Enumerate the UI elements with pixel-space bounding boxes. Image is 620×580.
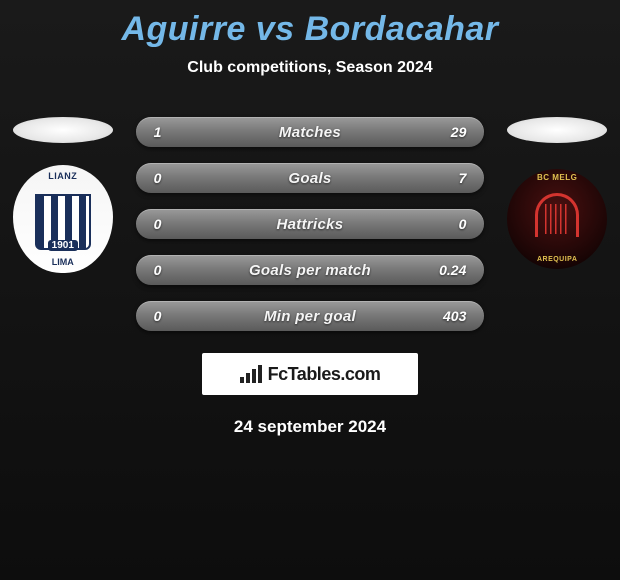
- brand-watermark: FcTables.com: [202, 353, 418, 395]
- stat-row-min-per-goal: 0 Min per goal 403: [136, 301, 485, 331]
- content-row: LIANZ 1901 LIMA 1 Matches 29 0 Goals 7 0…: [0, 117, 620, 331]
- date-text: 24 september 2024: [0, 417, 620, 437]
- stat-left-value: 0: [154, 262, 194, 278]
- player-photo-placeholder-left: [13, 117, 113, 143]
- player-photo-placeholder-right: [507, 117, 607, 143]
- lyre-icon: [535, 193, 579, 245]
- page-title: Aguirre vs Bordacahar: [0, 10, 620, 49]
- stat-right-value: 0: [426, 216, 466, 232]
- badge-right-top-text: BC MELG: [537, 173, 577, 182]
- comparison-card: Aguirre vs Bordacahar Club competitions,…: [0, 0, 620, 437]
- brand-text: FcTables.com: [268, 364, 381, 385]
- stat-right-value: 0.24: [426, 262, 466, 278]
- badge-left-year: 1901: [48, 240, 78, 251]
- stat-left-value: 0: [154, 170, 194, 186]
- stat-label: Hattricks: [277, 216, 344, 233]
- stat-row-matches: 1 Matches 29: [136, 117, 485, 147]
- stat-label: Goals per match: [249, 262, 371, 279]
- stat-row-goals: 0 Goals 7: [136, 163, 485, 193]
- stat-label: Matches: [279, 124, 341, 141]
- subtitle: Club competitions, Season 2024: [0, 59, 620, 77]
- player-right-column: BC MELG AREQUIPA: [502, 117, 612, 273]
- stat-row-goals-per-match: 0 Goals per match 0.24: [136, 255, 485, 285]
- stat-right-value: 29: [426, 124, 466, 140]
- badge-left-bottom-text: LIMA: [52, 257, 74, 267]
- bar-chart-icon: [240, 365, 262, 383]
- stat-row-hattricks: 0 Hattricks 0: [136, 209, 485, 239]
- player-left-column: LIANZ 1901 LIMA: [8, 117, 118, 273]
- stat-right-value: 403: [426, 308, 466, 324]
- stat-right-value: 7: [426, 170, 466, 186]
- club-badge-left: LIANZ 1901 LIMA: [13, 165, 113, 273]
- stat-label: Goals: [288, 170, 331, 187]
- badge-left-top-text: LIANZ: [48, 171, 77, 181]
- stat-left-value: 1: [154, 124, 194, 140]
- stat-label: Min per goal: [264, 308, 356, 325]
- stat-left-value: 0: [154, 308, 194, 324]
- stat-left-value: 0: [154, 216, 194, 232]
- badge-right-bottom-text: AREQUIPA: [537, 256, 577, 263]
- club-badge-right: BC MELG AREQUIPA: [507, 165, 607, 273]
- stats-column: 1 Matches 29 0 Goals 7 0 Hattricks 0 0 G…: [136, 117, 485, 331]
